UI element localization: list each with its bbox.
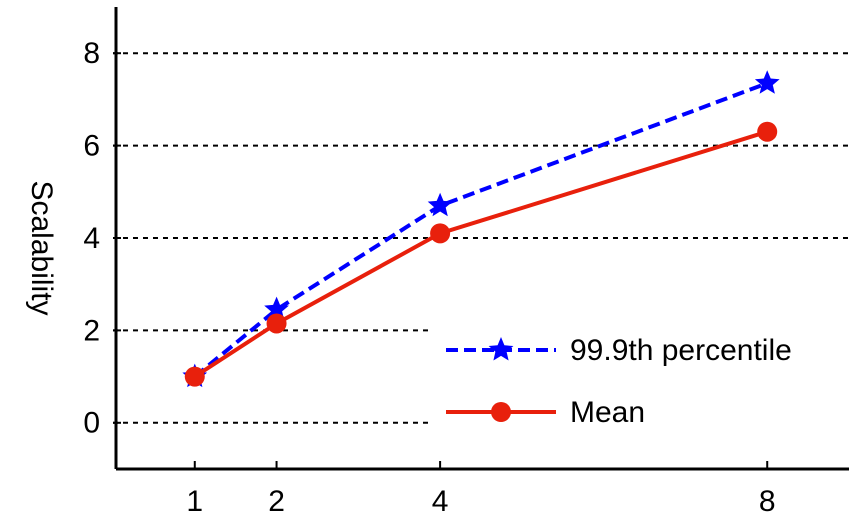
marker-star — [754, 70, 780, 94]
y-axis-label: Scalability — [25, 180, 58, 315]
y-tick-label: 0 — [83, 407, 100, 440]
marker-circle — [184, 366, 205, 387]
x-tick-label: 8 — [759, 485, 776, 517]
marker-circle — [430, 223, 451, 244]
legend-label: 99.9th percentile — [570, 334, 792, 367]
series-line — [193, 129, 768, 379]
x-tick-label: 4 — [432, 485, 449, 517]
marker-star — [264, 296, 289, 321]
marker-circle — [757, 121, 778, 142]
marker-circle — [266, 313, 287, 334]
y-tick-label: 4 — [83, 222, 100, 255]
series-line — [193, 81, 768, 379]
marker-star — [427, 192, 453, 217]
x-tick-label: 1 — [186, 485, 203, 517]
x-tick-label: 2 — [268, 485, 285, 517]
y-tick-label: 8 — [83, 37, 100, 70]
marker-circle — [491, 402, 511, 422]
y-tick-label: 6 — [83, 130, 100, 163]
legend-label: Mean — [570, 396, 645, 429]
y-tick-label: 2 — [83, 314, 100, 347]
marker-star — [488, 337, 514, 361]
